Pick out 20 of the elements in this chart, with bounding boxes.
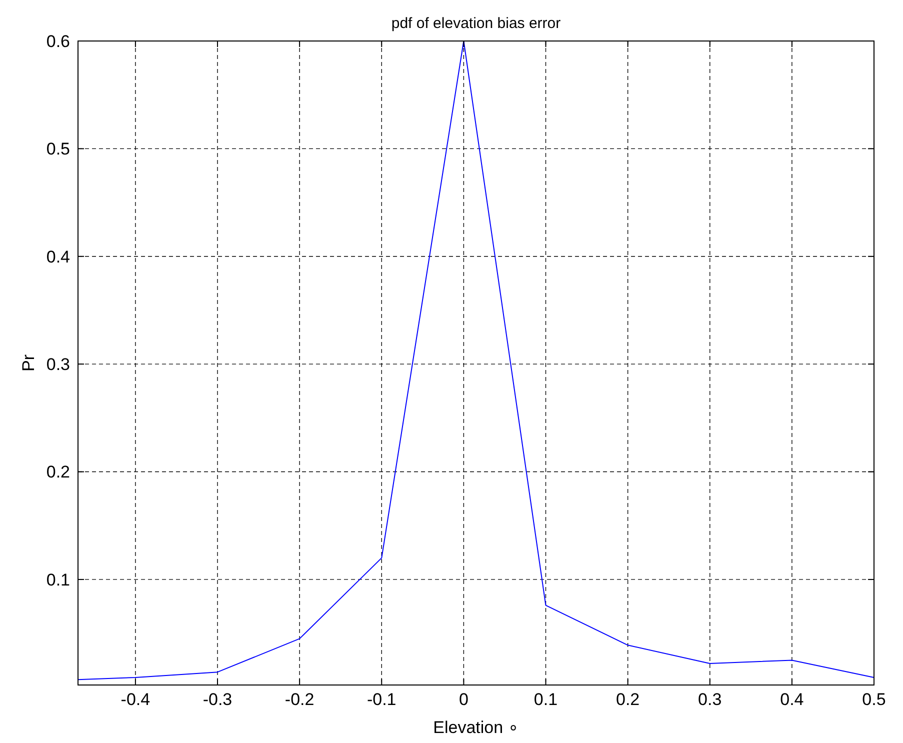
y-tick-label: 0.4 <box>46 247 70 266</box>
x-tick-label: 0.2 <box>616 690 640 709</box>
y-tick-label: 0.1 <box>46 570 70 590</box>
x-tick-label: 0.5 <box>862 690 886 709</box>
x-axis-title: Elevation ∘ <box>433 718 519 737</box>
y-tick-label: 0.6 <box>46 32 70 51</box>
x-tick-label: -0.2 <box>284 690 314 709</box>
y-tick-label: 0.2 <box>46 462 70 482</box>
y-tick-label: 0.3 <box>46 355 70 374</box>
line-series <box>78 40 874 680</box>
x-tick-label: 0.4 <box>780 690 804 709</box>
x-tick-label: -0.1 <box>366 690 396 709</box>
x-tick-label: 0 <box>458 690 468 709</box>
y-axis-title: Pr <box>19 354 38 372</box>
x-tick-label: 0.1 <box>534 690 558 709</box>
x-tick-label: -0.4 <box>120 690 150 709</box>
x-tick-label: -0.3 <box>202 690 232 709</box>
x-tick-label: 0.3 <box>698 690 722 709</box>
y-tick-label: 0.5 <box>46 140 70 159</box>
chart-title: pdf of elevation bias error <box>391 15 561 32</box>
